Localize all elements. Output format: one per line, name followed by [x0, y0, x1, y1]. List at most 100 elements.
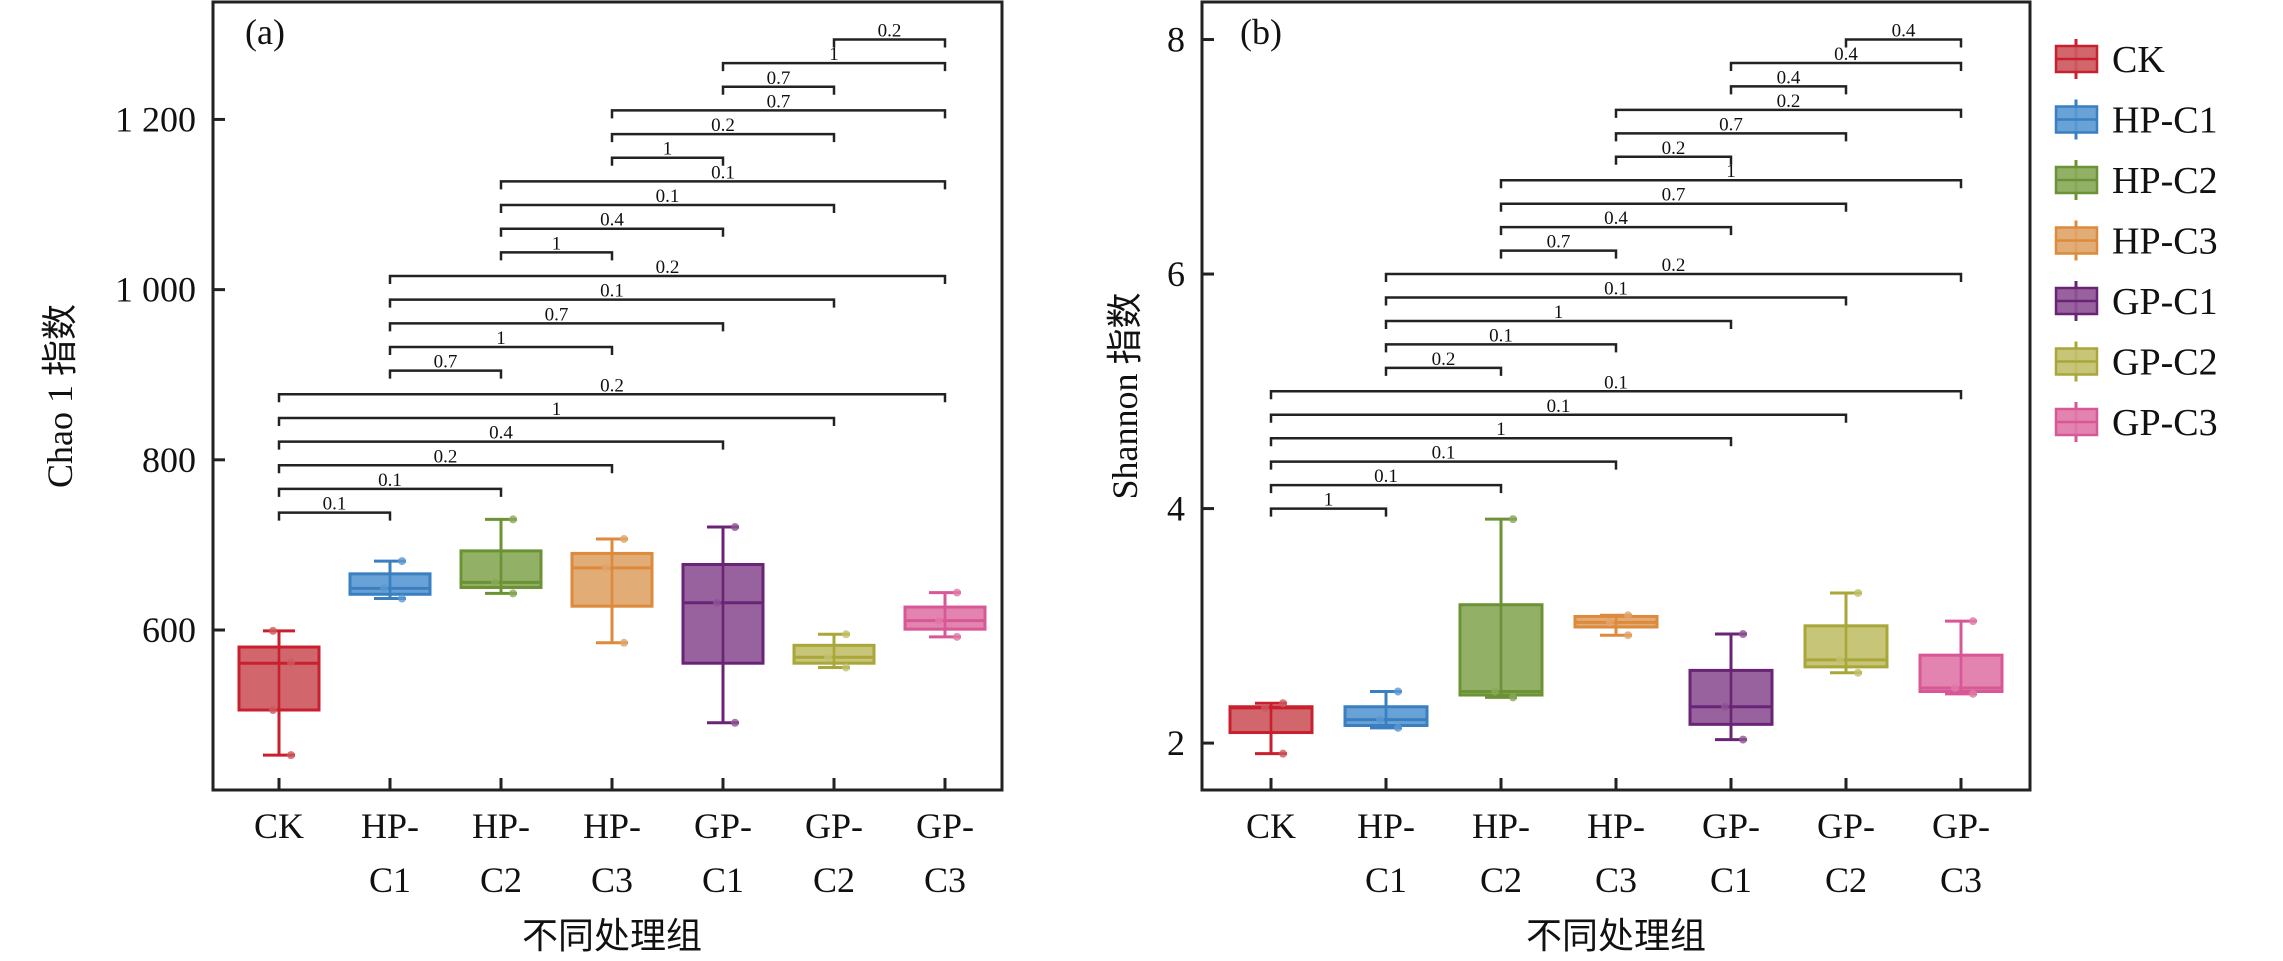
bracket-line: [1499, 225, 1733, 236]
legend-item: HP-C2: [2054, 160, 2218, 202]
data-point: [509, 515, 517, 524]
p-value-label: 1: [1554, 302, 1564, 323]
p-value-label: 0.1: [656, 186, 680, 207]
x-tick-label-line2: C2: [1480, 860, 1522, 900]
bracket-line: [1729, 61, 1963, 71]
bracket-line: [1499, 202, 1848, 212]
data-point: [398, 594, 406, 603]
significance-bracket: 0.2: [610, 115, 836, 143]
bracket-line: [277, 511, 392, 521]
box-ck: [237, 626, 321, 760]
significance-bracket: 0.2: [1614, 138, 1733, 165]
panel-label: (a): [245, 12, 285, 52]
x-tick-label: HP-: [361, 806, 419, 846]
bracket-line: [721, 85, 836, 95]
x-tick-label: HP-: [583, 806, 641, 846]
legend-item: GP-C1: [2054, 281, 2218, 323]
significance-bracket: 0.4: [277, 423, 725, 450]
data-point: [935, 616, 943, 625]
p-value-label: 0.4: [489, 423, 513, 444]
p-value-label: 0.4: [1834, 44, 1858, 65]
significance-bracket: 0.2: [832, 20, 947, 48]
x-tick-label-line2: C3: [591, 860, 633, 900]
data-point: [269, 626, 277, 635]
y-tick-label: 2: [1167, 723, 1185, 763]
data-point: [1624, 631, 1632, 640]
significance-bracket: 0.1: [1269, 443, 1618, 470]
data-point: [953, 632, 961, 641]
significance-bracket: 0.7: [388, 352, 503, 379]
bracket-line: [1384, 319, 1733, 329]
x-tick-label-line2: C3: [1595, 860, 1637, 900]
data-point: [1606, 618, 1614, 627]
legend-label: HP-C2: [2112, 160, 2218, 202]
significance-bracket: 0.1: [277, 470, 503, 497]
bracket-line: [610, 156, 725, 166]
data-point: [1721, 702, 1729, 711]
y-tick-label: 1 000: [115, 270, 196, 310]
bracket-line: [1614, 132, 1848, 142]
significance-bracket: 0.4: [1499, 208, 1733, 236]
data-point: [731, 523, 739, 532]
significance-bracket: 0.2: [277, 375, 947, 403]
data-point: [1376, 715, 1384, 724]
bracket-line: [388, 322, 725, 332]
significance-bracket: 0.1: [499, 162, 947, 190]
x-axis-title: 不同处理组: [522, 916, 702, 956]
data-point: [287, 751, 295, 760]
x-tick-label-line2: C2: [1825, 860, 1867, 900]
p-value-label: 0.1: [1604, 372, 1628, 393]
bracket-line: [610, 132, 836, 143]
significance-bracket: 0.7: [610, 91, 947, 119]
data-point: [509, 589, 517, 598]
significance-bracket: 1: [721, 44, 947, 72]
data-point: [398, 557, 406, 566]
significance-bracket: 0.7: [1499, 185, 1848, 212]
p-value-label: 0.1: [1432, 443, 1456, 464]
legend-label: GP-C3: [2112, 402, 2218, 444]
p-value-label: 0.4: [1892, 21, 1916, 42]
box-hp-c3: [1573, 611, 1659, 640]
p-value-label: 0.2: [1662, 138, 1686, 159]
p-value-label: 0.4: [600, 210, 624, 231]
data-point: [713, 598, 721, 607]
bracket-line: [1729, 85, 1848, 95]
bracket-line: [1499, 178, 1963, 189]
bracket-line: [388, 345, 614, 355]
significance-bracket: 0.7: [388, 304, 725, 332]
p-value-label: 0.2: [600, 375, 624, 396]
data-point: [842, 663, 850, 672]
significance-bracket: 0.1: [1384, 325, 1618, 353]
p-value-label: 0.7: [1719, 114, 1743, 135]
p-value-label: 1: [552, 233, 562, 254]
y-tick-label: 8: [1167, 20, 1185, 60]
significance-bracket: 0.1: [277, 494, 392, 521]
x-tick-label: GP-: [916, 806, 974, 846]
significance-bracket: 0.4: [1844, 21, 1963, 48]
bracket-line: [1384, 343, 1618, 353]
box-hp-c1: [1343, 687, 1429, 732]
significance-bracket: 0.1: [1269, 372, 1963, 400]
y-tick-label: 800: [142, 440, 196, 480]
data-point: [731, 718, 739, 727]
significance-bracket: 0.4: [499, 210, 725, 237]
p-value-label: 0.1: [1604, 279, 1628, 300]
x-tick-label-line2: C2: [480, 860, 522, 900]
bracket-line: [1614, 108, 1963, 118]
data-point: [824, 653, 832, 662]
legend-label: GP-C1: [2112, 281, 2218, 323]
box-ck: [1228, 699, 1314, 758]
box-gp-c3: [1918, 617, 2004, 698]
significance-bracket: 0.1: [1269, 396, 1848, 423]
bracket-line: [1384, 366, 1503, 376]
panel-b-shannon: (b) 2 4 6 8 Shannon 指数 CK HP- C1 HP- C2 HP- C3 GP- C1 G…: [1105, 0, 2032, 956]
x-tick-label: CK: [254, 806, 304, 846]
significance-bracket: 0.2: [1614, 91, 1963, 118]
x-tick-label: GP-: [694, 806, 752, 846]
p-value-label: 1: [1324, 490, 1334, 511]
x-tick-label: GP-: [805, 806, 863, 846]
legend-item: CK: [2054, 39, 2165, 81]
data-point: [287, 658, 295, 667]
data-point: [1261, 703, 1269, 712]
